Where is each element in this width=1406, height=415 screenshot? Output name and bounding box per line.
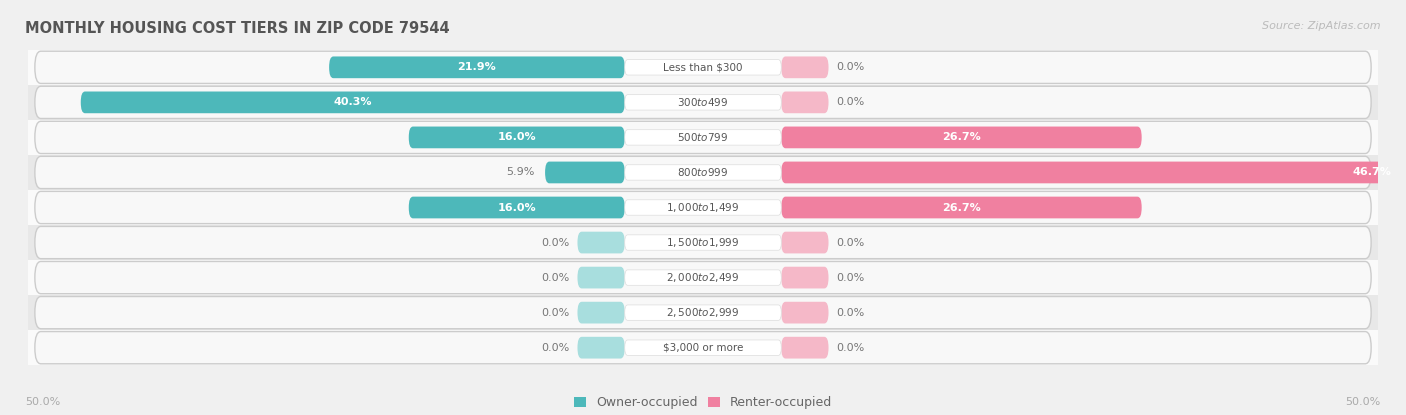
Text: 0.0%: 0.0% [837,273,865,283]
Text: 46.7%: 46.7% [1353,168,1392,178]
Text: 26.7%: 26.7% [942,203,981,212]
FancyBboxPatch shape [624,165,782,180]
FancyBboxPatch shape [624,235,782,250]
FancyBboxPatch shape [782,197,1142,218]
Bar [28,295,1378,330]
FancyBboxPatch shape [578,232,624,254]
Text: Source: ZipAtlas.com: Source: ZipAtlas.com [1263,21,1381,31]
Text: 40.3%: 40.3% [333,98,373,107]
Bar [28,225,1378,260]
Bar [28,85,1378,120]
Text: 16.0%: 16.0% [498,203,536,212]
Legend: Owner-occupied, Renter-occupied: Owner-occupied, Renter-occupied [574,396,832,410]
Text: Less than $300: Less than $300 [664,62,742,72]
Text: 0.0%: 0.0% [837,308,865,317]
FancyBboxPatch shape [782,91,828,113]
Text: 21.9%: 21.9% [457,62,496,72]
FancyBboxPatch shape [624,60,782,75]
FancyBboxPatch shape [35,51,1371,83]
Text: 50.0%: 50.0% [1346,397,1381,407]
FancyBboxPatch shape [329,56,624,78]
Text: $500 to $799: $500 to $799 [678,132,728,144]
FancyBboxPatch shape [624,200,782,215]
Text: $1,500 to $1,999: $1,500 to $1,999 [666,236,740,249]
Text: $3,000 or more: $3,000 or more [662,343,744,353]
Text: 0.0%: 0.0% [837,343,865,353]
Text: 0.0%: 0.0% [837,237,865,247]
Text: 0.0%: 0.0% [541,237,569,247]
FancyBboxPatch shape [782,302,828,324]
FancyBboxPatch shape [578,267,624,288]
Text: 0.0%: 0.0% [541,308,569,317]
Text: 5.9%: 5.9% [506,168,534,178]
Text: 0.0%: 0.0% [837,98,865,107]
FancyBboxPatch shape [409,197,624,218]
Text: $1,000 to $1,499: $1,000 to $1,499 [666,201,740,214]
FancyBboxPatch shape [35,261,1371,294]
FancyBboxPatch shape [35,121,1371,154]
FancyBboxPatch shape [782,267,828,288]
Text: 26.7%: 26.7% [942,132,981,142]
Text: $2,000 to $2,499: $2,000 to $2,499 [666,271,740,284]
FancyBboxPatch shape [578,337,624,359]
FancyBboxPatch shape [35,86,1371,119]
Bar [28,190,1378,225]
Text: MONTHLY HOUSING COST TIERS IN ZIP CODE 79544: MONTHLY HOUSING COST TIERS IN ZIP CODE 7… [25,21,450,36]
FancyBboxPatch shape [546,161,624,183]
Text: 50.0%: 50.0% [25,397,60,407]
FancyBboxPatch shape [782,56,828,78]
FancyBboxPatch shape [624,95,782,110]
FancyBboxPatch shape [782,337,828,359]
Bar [28,50,1378,85]
FancyBboxPatch shape [35,332,1371,364]
FancyBboxPatch shape [624,130,782,145]
FancyBboxPatch shape [35,227,1371,259]
Text: $2,500 to $2,999: $2,500 to $2,999 [666,306,740,319]
FancyBboxPatch shape [409,127,624,148]
Bar [28,155,1378,190]
FancyBboxPatch shape [782,127,1142,148]
FancyBboxPatch shape [35,156,1371,188]
Bar [28,120,1378,155]
Text: $800 to $999: $800 to $999 [678,166,728,178]
FancyBboxPatch shape [35,296,1371,329]
Text: 0.0%: 0.0% [837,62,865,72]
FancyBboxPatch shape [782,161,1406,183]
FancyBboxPatch shape [782,232,828,254]
FancyBboxPatch shape [578,302,624,324]
FancyBboxPatch shape [35,191,1371,224]
FancyBboxPatch shape [624,270,782,285]
Bar [28,260,1378,295]
Text: $300 to $499: $300 to $499 [678,96,728,108]
FancyBboxPatch shape [80,91,624,113]
Text: 0.0%: 0.0% [541,343,569,353]
Bar [28,330,1378,365]
FancyBboxPatch shape [624,305,782,320]
Text: 16.0%: 16.0% [498,132,536,142]
FancyBboxPatch shape [624,340,782,355]
Text: 0.0%: 0.0% [541,273,569,283]
